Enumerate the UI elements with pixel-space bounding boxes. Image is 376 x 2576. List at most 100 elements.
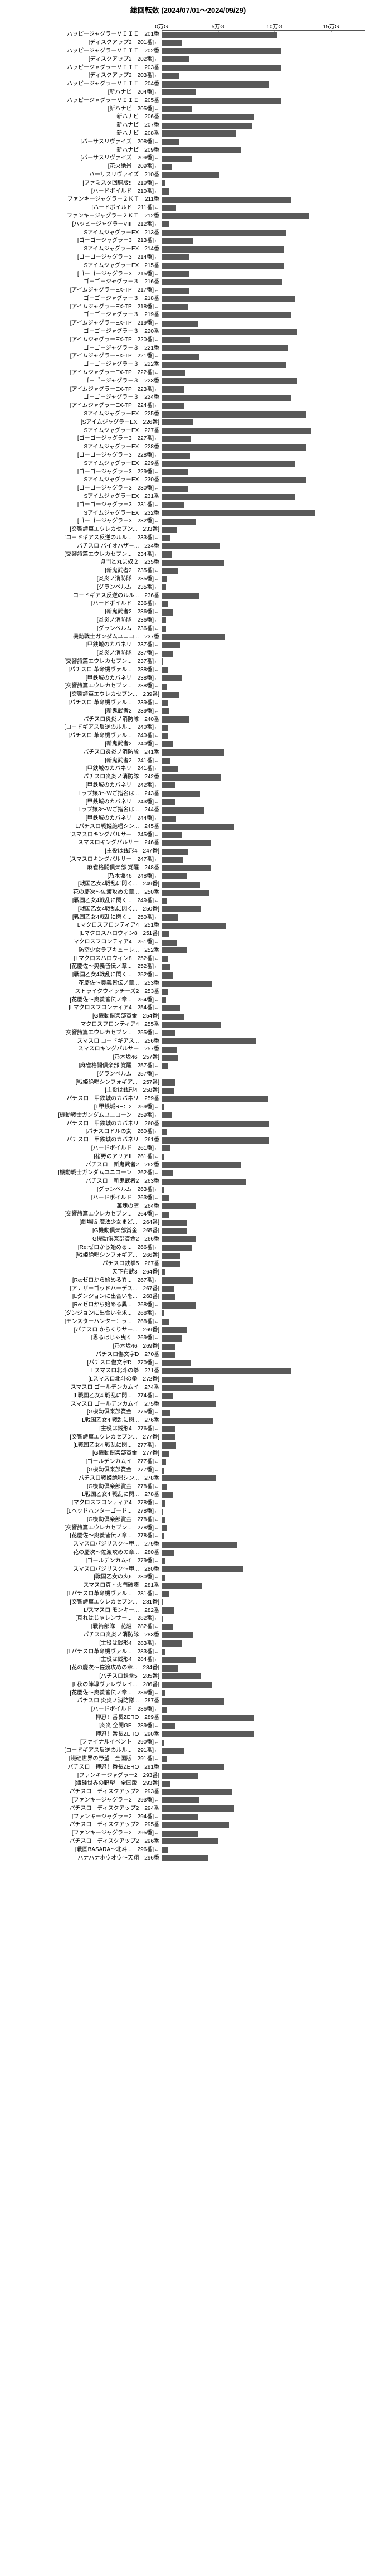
bar-label: [戦姫絶唱シンフォギア... 266番] bbox=[7, 1253, 162, 1258]
bar-label: [パチスロ 革命機ヴァル... 239番]← bbox=[7, 700, 162, 706]
bar-row: [L戦国乙女4 戦乱に閃... 277番]← bbox=[162, 1441, 365, 1450]
bar bbox=[162, 1442, 176, 1449]
bar-label: [パチスロ からくりサー... 269番] bbox=[7, 1328, 162, 1333]
bar-label: [ゴールデンカムイ 279番]← bbox=[7, 1558, 162, 1564]
bar-label: [グランベルム 235番]← bbox=[7, 585, 162, 590]
bar-row: Sアイムジャグラ－EX 215番 bbox=[162, 262, 365, 270]
bar-row: [炎炎ノ消防隊 236番]← bbox=[162, 617, 365, 625]
bar-row: [麻雀格闘倶楽部 覚醒 257番]← bbox=[162, 1062, 365, 1071]
bar-row: [パチスロ 革命機ヴァル... 238番]← bbox=[162, 666, 365, 674]
bar-label: [乃木坂46 248番]← bbox=[7, 874, 162, 879]
bar-label: [Re:ゼロから始める異... 268番]← bbox=[7, 1302, 162, 1308]
bar-row: [花慶佐～奥義皆伝ノ章... 286番]← bbox=[162, 1689, 365, 1697]
bar-label: [繊硅世界の野望 全国版 291番]← bbox=[7, 1756, 162, 1762]
bar-label: 新ハナビ 208番 bbox=[7, 131, 162, 137]
bar-label: 天下布武3 264番] bbox=[7, 1270, 162, 1275]
bar-row: スマスロ コードギアス... 256番 bbox=[162, 1037, 365, 1045]
bar-label: [ファンキージャグラー2 293番]← bbox=[7, 1798, 162, 1803]
bar-label: ファンキージャグラー２ＫＴ 211番 bbox=[7, 197, 162, 202]
bar-row: ハッピージャグラーＶＩＩＩ 205番 bbox=[162, 96, 365, 105]
bar-label: [炎炎ノ消防隊 236番]← bbox=[7, 618, 162, 623]
bar-label: スマスロキングパルサー 257番 bbox=[7, 1047, 162, 1052]
bar-label: [L戦国乙女4 戦乱に閃... 274番]← bbox=[7, 1393, 162, 1399]
bar-row: [ファイナルイベント 290番]← bbox=[162, 1739, 365, 1747]
bar-label: パチスロ ディスクアップ2 295番 bbox=[7, 1822, 162, 1828]
bar-row: ハッピージャグラーＶＩＩＩ 203番 bbox=[162, 64, 365, 72]
bar bbox=[162, 1286, 174, 1292]
bar-row: パチスロ ディスクアップ2 296番 bbox=[162, 1838, 365, 1846]
bar bbox=[162, 1781, 170, 1787]
bar-row: [G機動倶楽部賞金 277番] bbox=[162, 1450, 365, 1458]
bar-row: [グランベルム 236番]← bbox=[162, 624, 365, 633]
bar-row: [アイムジャグラーEX-TP 224番]← bbox=[162, 402, 365, 410]
bar-row: [戦国乙女の火6 280番]← bbox=[162, 1573, 365, 1582]
bar-row: [交響詩篇エウレカセブン... 277番] bbox=[162, 1433, 365, 1441]
bar-label: Lラブ嬢3～Wご指名は... 244番 bbox=[7, 807, 162, 813]
bar-row: ゴ－ゴ－ジャグラ－３ 219番 bbox=[162, 311, 365, 319]
bar bbox=[162, 865, 211, 871]
bar bbox=[162, 684, 167, 690]
bar-row: Lパチスロ戦姫絶唱シン... 245番 bbox=[162, 823, 365, 831]
bar-label: パチスロ傷文字D 270番 bbox=[7, 1352, 162, 1358]
bar-row: [ディスクアップ2 202番]← bbox=[162, 55, 365, 64]
bar-row: [戦国乙女4戦乱に閃く... 249番] bbox=[162, 880, 365, 889]
bar-row: [ファンキージャグラー2 293番] bbox=[162, 1771, 365, 1780]
bar-label: [G機動倶楽部賞金 254番] bbox=[7, 1014, 162, 1019]
bar-row: パチスロ炎炎ノ消防隊 283番 bbox=[162, 1631, 365, 1640]
bar-row: [ゴーゴージャグラー3 227番]← bbox=[162, 435, 365, 443]
bar bbox=[162, 642, 180, 648]
bar-label: [G機動倶楽部賞金 275番]← bbox=[7, 1410, 162, 1415]
bar bbox=[162, 667, 168, 673]
bar-row: [G機動倶楽部賞金 278番]← bbox=[162, 1515, 365, 1524]
bar-label: [ファンキージャグラー2 295番]← bbox=[7, 1831, 162, 1836]
bar-label: Sアイムジャグラ－EX 228番 bbox=[7, 444, 162, 450]
bar bbox=[162, 1236, 196, 1242]
bar-row: [Lパチスロ革命機ヴァル... 281番]← bbox=[162, 1590, 365, 1599]
bar-row: ファンキージャグラー２ＫＴ 211番 bbox=[162, 196, 365, 204]
bar-label: L戦国乙女4 戦乱に閃... 278番 bbox=[7, 1492, 162, 1498]
bar bbox=[162, 1707, 167, 1713]
bar-label: [G機動倶楽部賞金 265番] bbox=[7, 1228, 162, 1234]
bar-row: [アイムジャグラーEX-TP 222番]← bbox=[162, 369, 365, 377]
bar-row: [ファンキージャグラー2 294番]← bbox=[162, 1813, 365, 1821]
bar-label: Sアイムジャグラ－EX 231番 bbox=[7, 494, 162, 500]
bar-row: 麻雀格闘倶楽部 覚醒 248番 bbox=[162, 864, 365, 872]
bar bbox=[162, 873, 187, 879]
bar-row: パチスロ炎炎ノ消防隊 242番 bbox=[162, 773, 365, 782]
bar bbox=[162, 766, 178, 772]
bar bbox=[162, 609, 173, 616]
bar-row: [戦国乙女4戦乱に閃く... 250番]← bbox=[162, 913, 365, 922]
bar bbox=[162, 576, 167, 582]
bar-label: [炎炎ノ消防隊 237番]← bbox=[7, 651, 162, 656]
bar-row: [交響詩篇エウレカセブン... 278番]← bbox=[162, 1524, 365, 1532]
bar-row: [主役は銭形4 276番]← bbox=[162, 1425, 365, 1434]
bar-row: [ゴーゴージャグラー3 228番]← bbox=[162, 452, 365, 460]
x-axis-tick: 0万G bbox=[155, 22, 168, 30]
bar bbox=[162, 857, 183, 863]
bar bbox=[162, 535, 170, 541]
bar-label: [花の慶次～佐渡攻めの章... 284番] bbox=[7, 1665, 162, 1671]
bar-row: [新鬼武者2 235番]← bbox=[162, 567, 365, 575]
bar-row: [炎炎ノ消防隊 235番]← bbox=[162, 575, 365, 584]
bar bbox=[162, 956, 168, 962]
bar-label: [Lマクロスフロンティア4 254番]← bbox=[7, 1005, 162, 1011]
bar bbox=[162, 1847, 168, 1853]
bar bbox=[162, 40, 182, 46]
bar-label: [交響詩篇エウレカセブン... 238番]← bbox=[7, 684, 162, 689]
bar bbox=[162, 477, 306, 483]
bar-label: ハッピージャグラーＶＩＩＩ 205番 bbox=[7, 98, 162, 104]
bar bbox=[162, 156, 192, 162]
bar-row: [パチスロ 革命機ヴァル... 239番]← bbox=[162, 699, 365, 708]
bar-label: [炎炎 全開GE 289番]← bbox=[7, 1723, 162, 1729]
bar-row: [ゴーゴージャグラー3 213番]← bbox=[162, 237, 365, 245]
bar bbox=[162, 1310, 164, 1316]
bar-row: [アイムジャグラーEX-TP 219番]← bbox=[162, 319, 365, 328]
bar bbox=[162, 700, 168, 706]
bar bbox=[162, 1137, 269, 1144]
bar bbox=[162, 1187, 164, 1193]
bar bbox=[162, 1096, 268, 1102]
bar-label: [戦術部隊 花組 282番]← bbox=[7, 1624, 162, 1630]
bar-label: [ファンキージャグラー2 294番]← bbox=[7, 1814, 162, 1820]
bar bbox=[162, 741, 173, 747]
bar-row: [ハードボイルド 261番]← bbox=[162, 1145, 365, 1153]
